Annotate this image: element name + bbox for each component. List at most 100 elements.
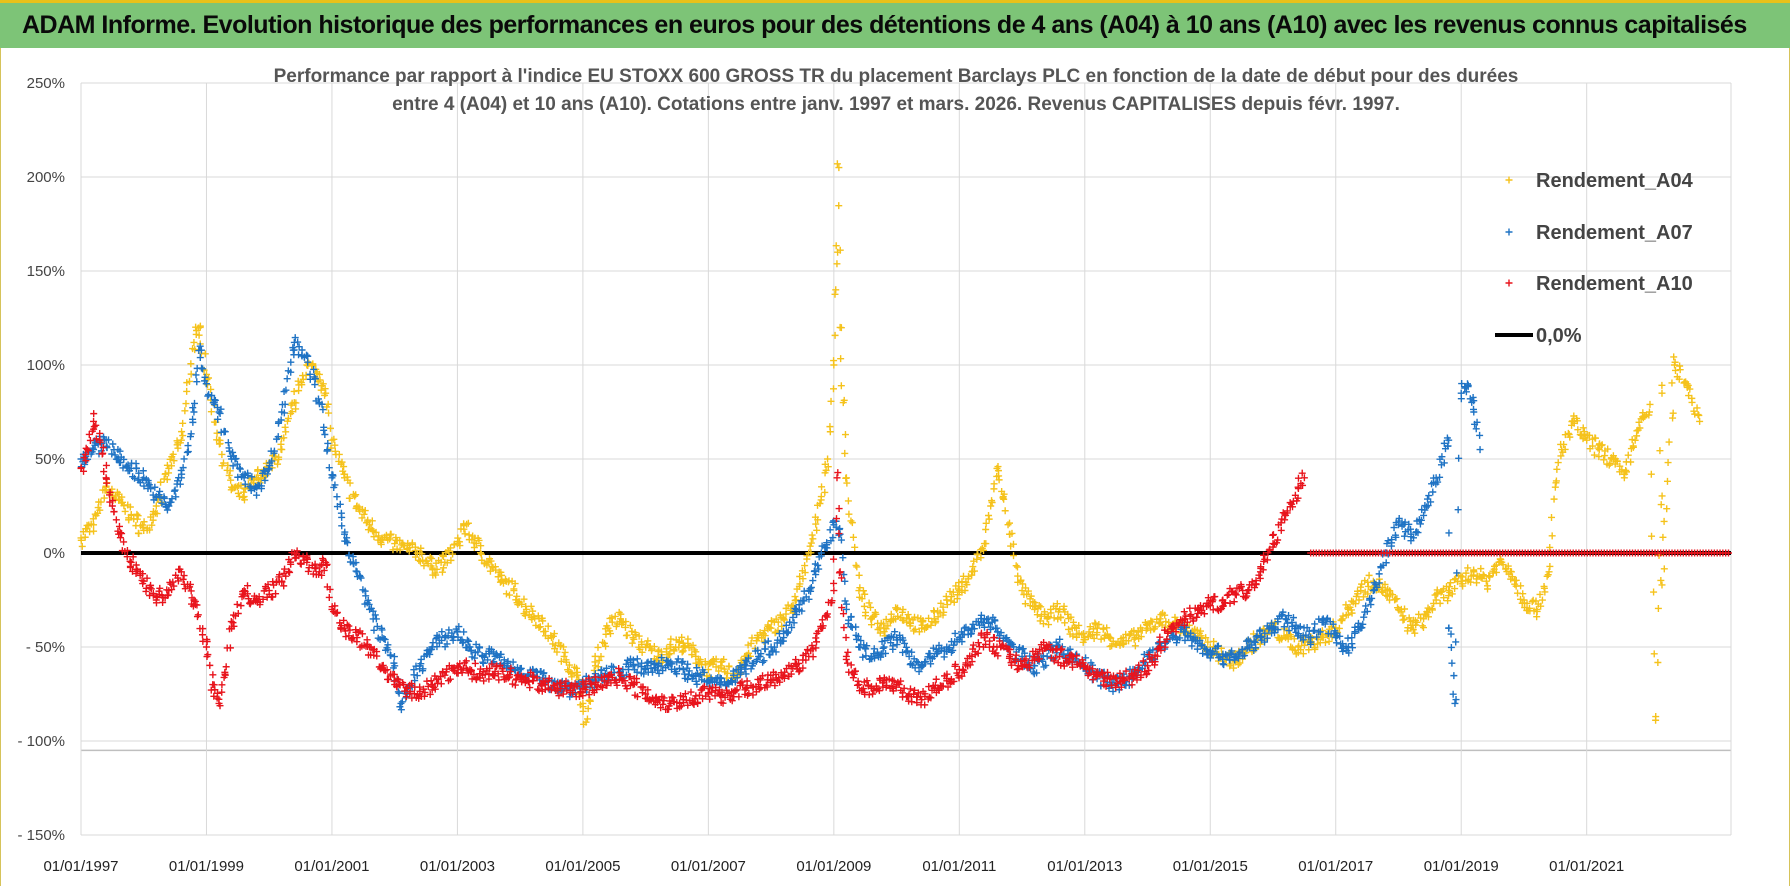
- data-point-a07: [1372, 580, 1380, 588]
- data-point-a04: [977, 554, 985, 562]
- data-point-a07: [380, 635, 388, 643]
- data-point-a10: [1113, 679, 1121, 687]
- data-point-a10: [1256, 574, 1264, 582]
- data-point-a10: [227, 618, 235, 626]
- data-point-a10: [880, 677, 888, 685]
- data-point-a04: [1125, 637, 1133, 645]
- data-point-a07: [891, 628, 899, 636]
- data-point-a10: [700, 683, 708, 691]
- data-point-a10: [1193, 613, 1201, 621]
- data-point-a07: [90, 446, 98, 454]
- data-point-a10: [1200, 610, 1208, 618]
- data-point-a07: [684, 675, 692, 683]
- data-point-a07: [634, 661, 642, 669]
- data-point-a04: [1538, 596, 1546, 604]
- data-point-a04: [688, 651, 696, 659]
- data-point-a10: [812, 634, 820, 642]
- data-point-a07: [727, 677, 735, 685]
- data-point-a10: [607, 670, 615, 678]
- data-point-a10: [206, 661, 214, 669]
- data-point-a10: [1169, 624, 1177, 632]
- data-point-a04: [1009, 540, 1017, 548]
- data-point-a10: [466, 666, 474, 674]
- data-point-a04: [548, 634, 556, 642]
- data-point-a07: [1199, 649, 1207, 657]
- x-axis-labels: 01/01/1997 01/01/1999 01/01/2001 01/01/2003…: [43, 858, 1624, 875]
- data-point-a07: [1390, 524, 1398, 532]
- legend-marker-a07: [1505, 228, 1513, 236]
- data-point-a07: [880, 643, 888, 651]
- data-point-a10: [694, 699, 702, 707]
- data-point-a07: [1323, 616, 1331, 624]
- data-point-a10: [930, 684, 938, 692]
- data-point-a10: [889, 687, 897, 695]
- data-point-a07: [905, 652, 913, 660]
- data-point-a10: [974, 639, 982, 647]
- data-point-a04: [1646, 400, 1654, 408]
- data-point-a07: [1241, 652, 1249, 660]
- data-point-a04: [1633, 427, 1641, 435]
- data-point-a07: [778, 637, 786, 645]
- data-point-a07: [761, 645, 769, 653]
- data-point-a04: [148, 521, 156, 529]
- data-point-a10: [1013, 666, 1021, 674]
- data-point-a04: [1106, 634, 1114, 642]
- data-point-a10: [944, 683, 952, 691]
- data-point-a10: [85, 430, 93, 438]
- data-point-a07: [135, 469, 143, 477]
- y-tick-label: 250%: [27, 75, 65, 92]
- data-point-a04: [1694, 411, 1702, 419]
- data-point-a04: [573, 671, 581, 679]
- data-point-a10: [869, 690, 877, 698]
- data-point-a04: [832, 286, 840, 294]
- data-point-a04: [544, 622, 552, 630]
- data-point-a04: [847, 517, 855, 525]
- data-point-a07: [479, 652, 487, 660]
- data-point-a10: [1117, 683, 1125, 691]
- data-point-a10: [480, 677, 488, 685]
- data-point-a07: [373, 622, 381, 630]
- data-point-a10: [838, 574, 846, 582]
- data-point-a10: [767, 677, 775, 685]
- data-point-a04: [161, 470, 169, 478]
- data-point-a10: [318, 571, 326, 579]
- data-point-a07: [1455, 454, 1463, 462]
- data-point-a10: [194, 611, 202, 619]
- data-point-a07: [343, 539, 351, 547]
- data-point-a04: [1068, 624, 1076, 632]
- data-point-a07: [857, 637, 865, 645]
- data-point-a04: [284, 414, 292, 422]
- data-point-a10: [237, 602, 245, 610]
- data-point-a04: [1171, 613, 1179, 621]
- data-point-a07: [1261, 629, 1269, 637]
- data-point-a04: [678, 633, 686, 641]
- data-point-a10: [621, 677, 629, 685]
- data-point-a07: [411, 677, 419, 685]
- data-point-a07: [1476, 446, 1484, 454]
- data-point-a10: [441, 671, 449, 679]
- data-point-a10: [1161, 626, 1169, 634]
- data-point-a07: [1187, 629, 1195, 637]
- data-point-a10: [533, 674, 541, 682]
- data-point-a04: [1647, 470, 1655, 478]
- data-point-a07: [1470, 397, 1478, 405]
- data-point-a04: [1676, 366, 1684, 374]
- data-point-a04: [280, 434, 288, 442]
- data-point-a10: [1251, 584, 1259, 592]
- data-point-a04: [536, 623, 544, 631]
- data-point-a07: [398, 698, 406, 706]
- data-point-a04: [340, 463, 348, 471]
- data-point-a07: [516, 666, 524, 674]
- data-point-a04: [1400, 615, 1408, 623]
- data-point-a04: [623, 631, 631, 639]
- data-point-a04: [298, 381, 306, 389]
- data-point-a04: [1325, 637, 1333, 645]
- data-point-a04: [990, 485, 998, 493]
- data-point-a10: [626, 673, 634, 681]
- data-point-a07: [1375, 579, 1383, 587]
- data-point-a04: [882, 615, 890, 623]
- data-point-a07: [152, 493, 160, 501]
- data-point-a07: [1438, 453, 1446, 461]
- data-point-a10: [1104, 668, 1112, 676]
- data-point-a07: [1336, 632, 1344, 640]
